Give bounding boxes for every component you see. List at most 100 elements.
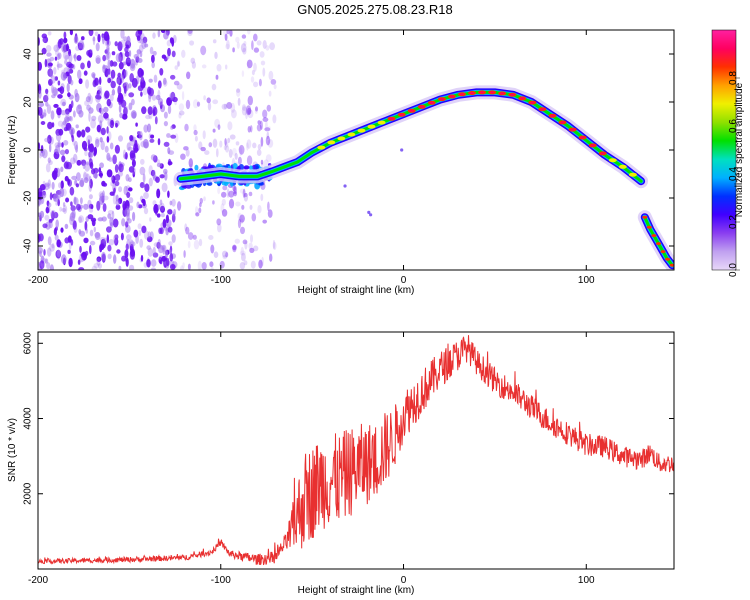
noise-dot (107, 77, 112, 84)
noise-dot (102, 64, 106, 73)
noise-dot (221, 103, 228, 110)
noise-dot (214, 51, 218, 60)
noise-dot (156, 188, 161, 199)
noise-dot (174, 65, 179, 70)
noise-dot (73, 35, 79, 44)
noise-dot (89, 229, 94, 237)
noise-dot (86, 50, 92, 57)
noise-dot (38, 233, 41, 243)
noise-dot (163, 141, 170, 147)
noise-dot (260, 193, 264, 202)
noise-dot (206, 97, 211, 104)
noise-dot (110, 181, 114, 187)
noise-dot (60, 180, 64, 189)
noise-dot (97, 33, 101, 43)
noise-dot (81, 159, 87, 166)
ridge-peak (377, 120, 386, 125)
noise-dot (112, 154, 117, 165)
noise-dot (77, 259, 81, 266)
noise-dot (64, 149, 69, 155)
noise-dot (170, 134, 177, 139)
noise-dot (225, 141, 229, 148)
noise-dot (38, 200, 43, 205)
noise-dot (80, 197, 83, 205)
noise-dot (166, 257, 170, 267)
noise-dot (152, 246, 156, 257)
noise-dot (187, 240, 191, 249)
noise-dot (171, 198, 176, 207)
noise-dot (155, 176, 160, 183)
noise-dot (140, 76, 145, 86)
noise-dot (66, 82, 70, 93)
noise-dot (216, 218, 222, 226)
noise-dot (181, 91, 185, 101)
noise-dot (209, 261, 214, 268)
noise-dot (216, 63, 222, 72)
noise-dot (64, 223, 69, 229)
noise-dot (83, 237, 89, 244)
noise-dot (99, 108, 104, 115)
noise-dot (59, 149, 66, 156)
noise-dot (183, 250, 186, 258)
stray-dot (343, 184, 347, 188)
noise-dot (256, 149, 262, 157)
noise-dot (225, 252, 229, 258)
noise-dot (49, 244, 55, 252)
noise-dot (100, 127, 106, 136)
noise-dot (241, 106, 247, 116)
ridge-core (580, 136, 585, 139)
noise-dot (257, 205, 262, 214)
noise-dot (272, 242, 277, 250)
noise-dot (150, 154, 157, 161)
noise-dot (143, 207, 149, 215)
noise-dot (124, 207, 131, 217)
noise-dot (185, 99, 191, 110)
noise-dot (51, 243, 55, 249)
noise-dot (53, 44, 60, 52)
noise-dot (40, 121, 46, 125)
noise-dot (57, 198, 60, 207)
noise-dot (243, 260, 248, 266)
noise-dot (246, 59, 253, 69)
noise-dot (137, 58, 143, 63)
noise-dot (150, 259, 157, 267)
spectrogram-x-ticks: -200 -100 0 100 (28, 30, 595, 286)
noise-dot (159, 68, 164, 76)
noise-dot (143, 192, 149, 199)
snr-x-ticks: -200 -100 0 100 (28, 332, 595, 586)
noise-dot (109, 93, 114, 102)
noise-dot (157, 30, 161, 38)
noise-dot (153, 242, 160, 248)
noise-dot (177, 61, 180, 67)
noise-dot (237, 218, 242, 229)
ridge-peak (327, 140, 336, 145)
noise-dot (170, 74, 176, 80)
noise-dot (165, 214, 169, 224)
noise-dot (101, 216, 107, 222)
noise-dot (87, 92, 92, 101)
noise-dot (256, 124, 262, 132)
noise-dot (49, 143, 52, 153)
noise-dot (260, 136, 264, 147)
noise-dot (126, 191, 131, 198)
noise-dot (53, 103, 59, 108)
noise-dot (102, 203, 107, 212)
noise-dot (76, 172, 81, 182)
tail-peak (646, 225, 652, 229)
ridge-core (510, 93, 515, 96)
noise-dot (217, 187, 221, 195)
noise-dot (252, 142, 257, 149)
noise-dot (49, 264, 54, 270)
noise-dot (166, 55, 170, 60)
noise-dot (61, 254, 67, 265)
noise-dot (95, 93, 101, 103)
noise-dot (73, 197, 79, 206)
noise-dot (51, 181, 55, 190)
noise-dot (124, 152, 128, 160)
noise-dot (227, 137, 231, 144)
noise-dot (253, 81, 259, 88)
noise-dot (78, 40, 85, 49)
noise-dot (47, 236, 52, 246)
noise-dot (167, 104, 172, 115)
noise-dot (139, 166, 146, 176)
